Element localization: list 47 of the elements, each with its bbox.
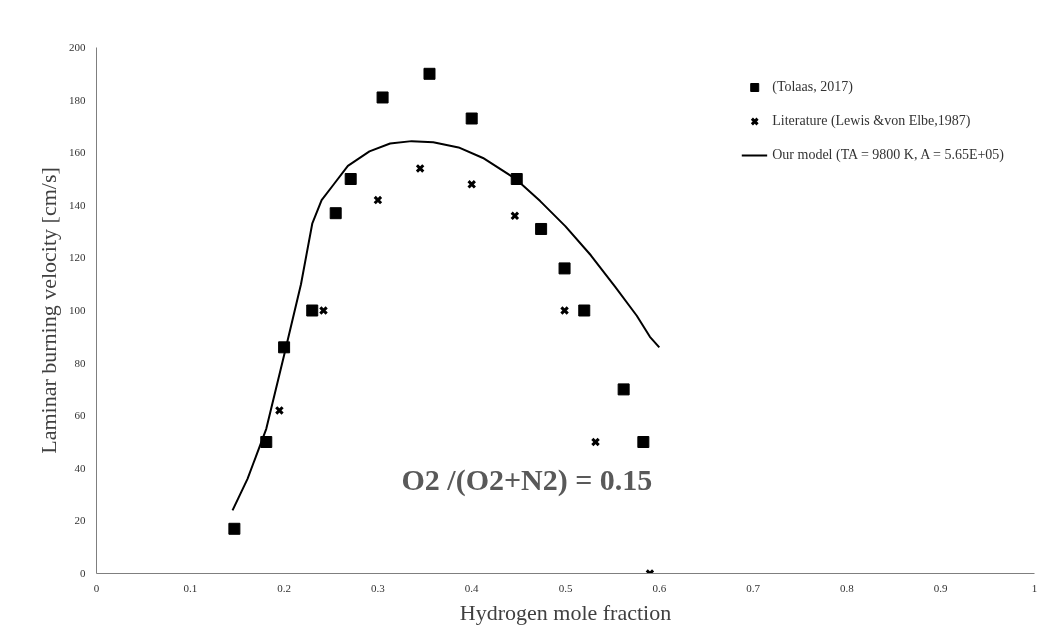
point [578,304,591,317]
annotation: O2 /(O2+N2) = 0.15 [401,462,653,497]
legend-label: (Tolaas, 2017) [772,79,853,95]
x-tick-label: 0.4 [464,581,480,594]
point [415,163,425,174]
y-tick-label: 140 [69,198,86,211]
point [558,262,571,275]
point [559,305,570,316]
y-tick-label: 180 [69,93,86,106]
x-tick-label: 0.1 [183,581,198,594]
x-tick-label: 0.2 [277,581,291,594]
y-tick-label: 0 [80,567,86,579]
x-tick-label: 1 [1031,581,1038,594]
legend-label: Our model (TA = 9800 K, A = 5.65E+05) [772,147,1004,163]
point [465,112,478,125]
point [329,207,342,220]
y-tick-label: 20 [74,514,86,527]
line-series [231,140,661,512]
point [306,304,319,317]
y-tick-label: 60 [74,409,86,422]
y-tick-label: 200 [69,41,86,53]
y-tick-label: 120 [69,251,86,264]
y-tick-label: 40 [74,461,86,474]
point [637,436,650,448]
point [318,305,329,316]
point [423,67,436,80]
point [274,405,285,416]
y-tick-label: 100 [69,304,86,316]
x-tick-label: 0.7 [746,581,761,594]
point [228,522,241,535]
point [535,222,548,235]
point [376,91,389,104]
point [617,383,630,396]
y-axis-title: Laminar burning velocity [cm/s] [36,167,61,454]
x-tick-label: 0 [93,581,100,594]
point [373,195,383,205]
x-axis-title: Hydrogen mole fraction [459,599,672,625]
point [344,173,357,185]
x-tick-label: 0.9 [933,581,949,594]
x-tick-label: 0.3 [371,581,386,594]
x-tick-label: 0.5 [558,581,573,594]
legend-label: Literature (Lewis &von Elbe,1987) [772,113,971,129]
x-tick-label: 0.6 [652,581,667,594]
point [467,179,477,189]
y-tick-label: 80 [74,356,86,369]
y-tick-label: 160 [69,146,86,159]
x-tick-label: 0.8 [840,581,855,594]
